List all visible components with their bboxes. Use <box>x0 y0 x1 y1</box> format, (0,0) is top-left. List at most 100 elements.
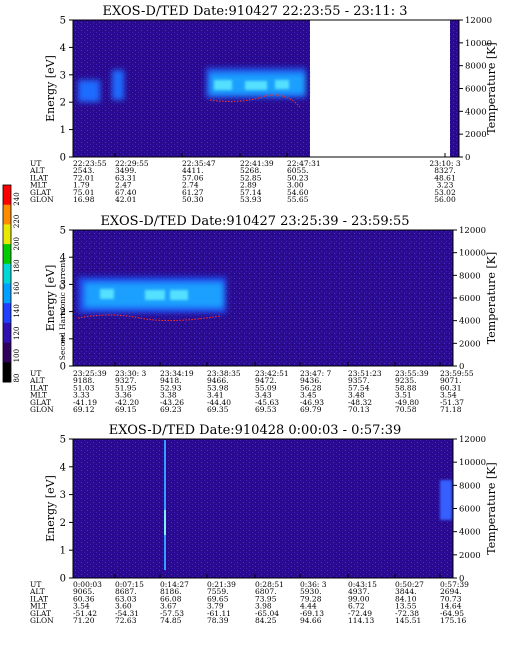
table-cell: 58.88 <box>395 383 417 392</box>
y-tick-label: 1 <box>60 546 66 557</box>
table-cell: -72.38 <box>395 609 419 618</box>
table-cell: 70.13 <box>348 405 370 414</box>
y-tick-label: 2 <box>60 307 66 318</box>
table-cell: 2.47 <box>115 181 132 190</box>
table-cell: 63.31 <box>115 173 136 182</box>
table-cell: 57.54 <box>348 383 370 392</box>
table-cell: 9436. <box>300 376 321 385</box>
y2-tick-label: 12000 <box>459 435 486 445</box>
colorbar-segment <box>3 263 11 284</box>
colorbar-segment <box>3 283 11 304</box>
table-cell: 3.98 <box>255 602 272 611</box>
table-cell: 72.01 <box>73 173 94 182</box>
table-cell: 0:43:15 <box>348 580 377 589</box>
table-cell: 175.16 <box>440 616 466 625</box>
table-cell: 0:21:39 <box>207 580 236 589</box>
table-cell: 9418. <box>160 376 181 385</box>
table-cell: 72.63 <box>115 616 137 625</box>
table-cell: 6.72 <box>348 602 365 611</box>
y-tick-label: 5 <box>60 16 66 27</box>
table-cell: -42.20 <box>115 398 139 407</box>
table-cell: 145.51 <box>395 616 421 625</box>
table-cell: 60.31 <box>440 383 461 392</box>
colorbar-tick-label: 160 <box>13 282 21 295</box>
y-tick-label: 4 <box>60 253 66 264</box>
table-cell: -54.31 <box>115 609 139 618</box>
table-cell: 69.12 <box>73 405 95 414</box>
table-cell: 8186. <box>160 587 181 596</box>
table-cell: 3.60 <box>115 602 132 611</box>
y2-tick-label: 2000 <box>465 130 487 140</box>
table-cell: 6807. <box>255 587 276 596</box>
y2-tick-label: 2000 <box>459 551 481 561</box>
colorbar-tick-label: 200 <box>13 237 21 250</box>
table-cell: 9235. <box>395 376 416 385</box>
table-cell: 42.01 <box>115 195 136 204</box>
table-cell: 71.18 <box>440 405 462 414</box>
y2-tick-label: 8000 <box>465 62 487 72</box>
table-cell: 9357. <box>348 376 369 385</box>
y2-axis-label: Temperature [K] <box>485 462 498 554</box>
table-cell: 8327. <box>434 166 455 175</box>
table-cell: 23:51:23 <box>348 369 382 378</box>
table-cell: 3.54 <box>73 602 90 611</box>
table-cell: 84.25 <box>255 616 277 625</box>
table-cell: 22:29:55 <box>115 159 149 168</box>
y-tick-label: 5 <box>60 226 66 237</box>
table-cell: 50.30 <box>182 195 204 204</box>
table-row-label: ALT <box>29 166 45 175</box>
table-cell: 9466. <box>207 376 228 385</box>
table-cell: 69.35 <box>207 405 229 414</box>
table-cell: 3.00 <box>287 181 304 190</box>
table-cell: 67.40 <box>115 188 137 197</box>
table-cell: 23:59:55 <box>440 369 474 378</box>
panel-1-temperature-trace <box>209 94 301 108</box>
y2-axis-label: Temperature [K] <box>485 42 498 134</box>
table-cell: 1.79 <box>73 181 90 190</box>
table-cell: 50.23 <box>287 173 309 182</box>
table-cell: -51.42 <box>73 609 97 618</box>
table-cell: 66.08 <box>160 594 182 603</box>
table-row-label: ALT <box>29 376 45 385</box>
table-cell: 84.10 <box>395 594 417 603</box>
y2-tick-label: 10000 <box>459 458 486 468</box>
table-row-label: MLT <box>30 181 47 190</box>
panel-3-spike <box>164 440 166 570</box>
table-cell: 57.06 <box>182 173 204 182</box>
table-cell: 23:38:35 <box>207 369 241 378</box>
table-cell: 4411. <box>182 166 203 175</box>
y-axis-label: Energy [eV] <box>44 265 57 332</box>
table-cell: 2694. <box>440 587 461 596</box>
colorbar-label: Second Harmonic Current <box>58 260 67 360</box>
y-axis-label: Energy [eV] <box>44 55 57 122</box>
panel-3-title: EXOS-D/TED Date:910428 0:00:03 - 0:57:39 <box>109 423 402 438</box>
y-tick-label: 2 <box>60 98 66 109</box>
table-cell: 69.79 <box>300 405 322 414</box>
table-cell: 3.51 <box>395 391 412 400</box>
table-cell: -49.80 <box>395 398 419 407</box>
table-cell: 23:10: 3 <box>429 159 461 168</box>
table-cell: 3.67 <box>160 602 177 611</box>
table-cell: 3.23 <box>437 181 454 190</box>
y-tick-label: 5 <box>60 435 66 446</box>
table-cell: 54.60 <box>287 188 309 197</box>
table-row-label: GLAT <box>30 398 51 407</box>
table-cell: 74.85 <box>160 616 182 625</box>
colorbar-segment <box>3 244 11 265</box>
table-cell: 9071. <box>440 376 461 385</box>
table-cell: 7559. <box>207 587 228 596</box>
table-cell: -51.37 <box>440 398 464 407</box>
colorbar-segment <box>3 322 11 344</box>
table-cell: 0:28:51 <box>255 580 284 589</box>
y2-tick-label: 0 <box>459 574 464 584</box>
table-cell: 75.01 <box>73 188 94 197</box>
table-cell: 69.23 <box>160 405 182 414</box>
table-cell: 56.00 <box>434 195 456 204</box>
colorbar-frame <box>2 184 12 383</box>
y2-tick-label: 6000 <box>459 294 481 304</box>
y2-axis-label: Temperature [K] <box>485 252 498 344</box>
table-cell: 9327. <box>115 376 136 385</box>
table-cell: 3.45 <box>300 391 317 400</box>
table-cell: -48.32 <box>348 398 372 407</box>
